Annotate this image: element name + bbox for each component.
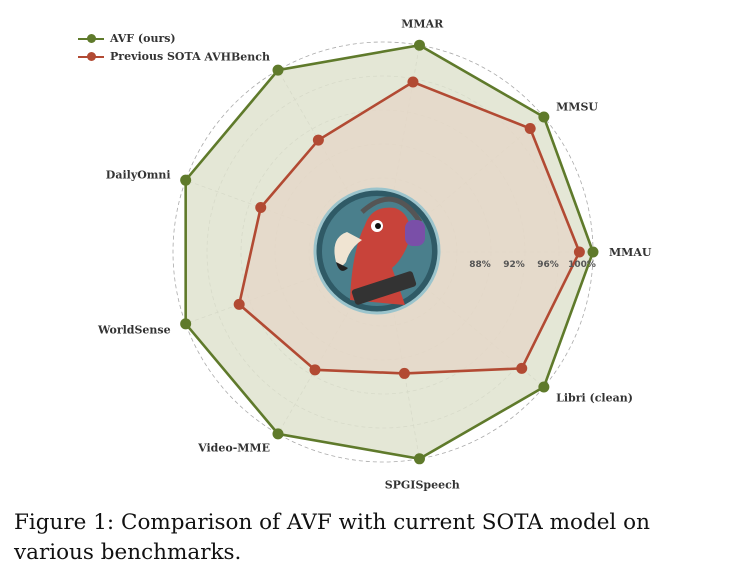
point-avf-ours-2 [414,40,425,51]
point-avf-ours-8 [538,381,549,392]
legend: AVF (ours) Previous SOTA [78,30,201,66]
point-avf-ours-7 [414,453,425,464]
tick-label: 100% [568,260,596,270]
point-avf-ours-3 [273,65,284,76]
axis-label: DailyOmni [106,169,171,182]
flamingo-logo-icon [315,189,439,313]
legend-label-previous-sota: Previous SOTA [110,48,201,66]
point-previous-sota-7 [399,368,410,379]
axis-label: SPGISpeech [385,479,460,492]
legend-item-previous-sota: Previous SOTA [78,48,201,66]
point-previous-sota-1 [525,123,536,134]
point-avf-ours-6 [273,428,284,439]
legend-swatch-previous-sota [78,56,104,58]
axis-label: AVHBench [203,50,270,63]
point-previous-sota-4 [255,202,266,213]
radar-chart: MMAU MMSU MMAR AVHBench DailyOmni WorldSense V… [0,0,733,500]
tick-label: 92% [503,260,525,270]
point-previous-sota-8 [516,363,527,374]
tick-label: 88% [469,260,491,270]
axis-label: Video-MME [197,442,270,455]
point-previous-sota-6 [309,364,320,375]
point-avf-ours-1 [538,112,549,123]
point-avf-ours-5 [180,318,191,329]
legend-label-avf: AVF (ours) [110,30,176,48]
legend-item-avf: AVF (ours) [78,30,201,48]
figure-caption: Figure 1: Comparison of AVF with current… [14,508,724,568]
point-previous-sota-2 [407,77,418,88]
axis-label: Libri (clean) [556,391,633,404]
axis-label: WorldSense [97,323,171,336]
axis-label: MMAU [609,246,652,259]
point-previous-sota-5 [234,299,245,310]
point-avf-ours-0 [588,247,599,258]
tick-label: 96% [537,260,559,270]
point-previous-sota-0 [574,247,585,258]
point-avf-ours-4 [180,175,191,186]
point-previous-sota-3 [313,135,324,146]
axis-label: MMSU [556,101,598,114]
axis-label: MMAR [401,17,444,30]
legend-swatch-avf [78,38,104,40]
